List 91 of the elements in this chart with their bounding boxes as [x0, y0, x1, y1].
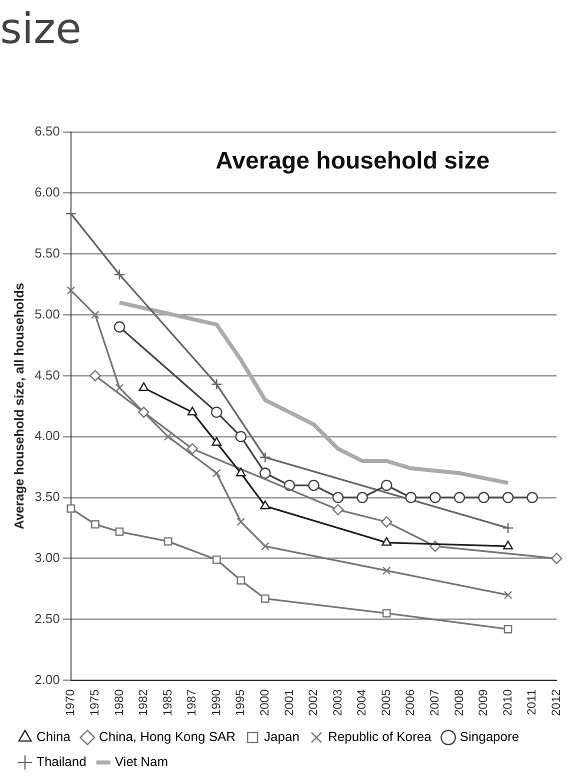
x-tick-label: 2001: [282, 688, 296, 716]
point: [260, 468, 271, 479]
y-axis-title: Average household size, all households: [11, 282, 26, 530]
x-tick-label: 1987: [184, 688, 199, 716]
point: [138, 382, 149, 392]
x-tick-label: 2008: [452, 688, 466, 716]
x-tick-label: 2005: [378, 688, 393, 716]
x-tick-label: 1995: [233, 688, 248, 716]
point: [332, 492, 344, 504]
point: [382, 566, 391, 575]
point: [332, 504, 344, 516]
legend-label: China, Hong Kong SAR: [98, 729, 236, 744]
point: [382, 609, 391, 618]
point: [66, 286, 76, 295]
legend-label: Singapore: [460, 729, 520, 744]
x-tick-label: 2009: [476, 688, 490, 716]
point: [236, 576, 246, 585]
y-tick-label: 6.50: [34, 124, 60, 139]
point: [164, 432, 172, 441]
x-tick-label: 1982: [136, 688, 150, 716]
text: Average household size: [216, 148, 490, 175]
x-tick-label: 2006: [403, 688, 418, 716]
point: [66, 504, 76, 513]
point: [235, 430, 247, 442]
point: [380, 480, 392, 491]
point: [164, 537, 172, 546]
y-tick-label: 5.50: [34, 245, 60, 260]
point: [380, 516, 392, 528]
point: [503, 540, 514, 550]
point: [550, 552, 562, 564]
y-tick-label: 2.00: [34, 672, 60, 687]
point: [212, 437, 222, 446]
legend-label: Republic of Korea: [328, 729, 432, 744]
x-tick-label: 1985: [160, 688, 174, 716]
x-tick-label: 1980: [112, 688, 126, 716]
point: [210, 378, 222, 390]
point: [454, 492, 466, 504]
point: [91, 520, 100, 529]
point: [478, 492, 490, 504]
x-tick-label: 2010: [500, 688, 514, 716]
point: [91, 310, 100, 319]
x-tick-label: 1970: [63, 688, 78, 716]
point: [382, 536, 392, 546]
point: [212, 468, 221, 478]
point: [260, 542, 270, 550]
point: [65, 208, 77, 220]
legend-label: China: [36, 729, 72, 744]
point: [502, 522, 514, 534]
point: [356, 492, 368, 504]
point: [308, 480, 320, 491]
y-tick-label: 6.00: [34, 184, 60, 200]
point: [405, 492, 417, 504]
text: size: [0, 4, 82, 53]
point: [186, 443, 198, 454]
point: [212, 555, 221, 564]
legend-label: Japan: [264, 729, 300, 744]
point: [504, 590, 512, 600]
y-tick-label: 4.00: [34, 428, 60, 444]
point: [115, 384, 124, 392]
x-tick-label: 1990: [208, 688, 223, 716]
point: [504, 624, 512, 634]
point: [210, 406, 222, 418]
point: [114, 268, 126, 280]
point: [114, 321, 126, 333]
y-tick-label: 4.50: [34, 367, 60, 382]
point: [430, 492, 441, 504]
legend-label: Thailand: [36, 754, 86, 770]
y-tick-label: 5.00: [34, 306, 60, 322]
point: [260, 500, 270, 510]
x-tick-label: 2011: [524, 688, 539, 716]
x-tick-label: 2003: [330, 688, 344, 716]
y-tick-label: 3.00: [34, 550, 60, 566]
point: [502, 492, 514, 504]
point: [187, 406, 198, 416]
x-tick-label: 2002: [306, 688, 320, 716]
y-tick-label: 2.50: [34, 610, 60, 626]
point: [260, 452, 271, 463]
point: [115, 527, 124, 536]
point: [260, 594, 270, 603]
x-tick-label: 2004: [354, 688, 369, 716]
x-tick-label: 2012: [548, 688, 563, 716]
x-tick-label: 2000: [257, 688, 272, 716]
x-tick-label: 1975: [88, 688, 102, 716]
x-tick-label: 2007: [427, 688, 442, 716]
y-tick-label: 3.50: [34, 489, 60, 504]
point: [90, 370, 101, 382]
point: [138, 406, 150, 418]
point: [526, 492, 538, 504]
legend-label: Viet Nam: [114, 754, 168, 770]
point: [236, 518, 246, 526]
point: [236, 468, 246, 476]
